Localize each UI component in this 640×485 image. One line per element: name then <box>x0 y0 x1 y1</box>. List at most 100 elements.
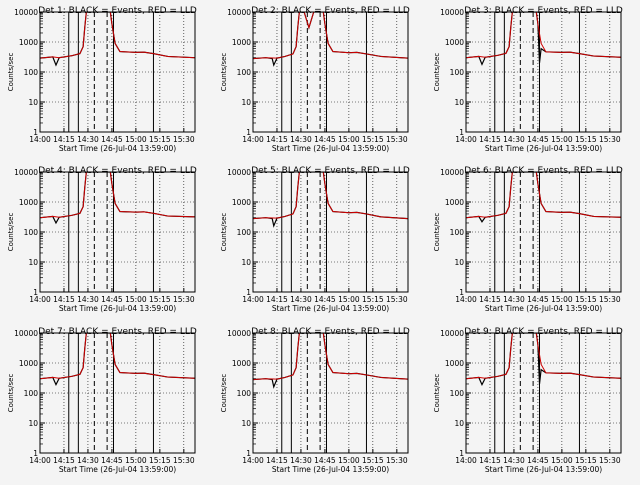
x-tick-label: 15:00 <box>125 456 147 465</box>
y-axis-label: Counts/sec <box>220 374 228 413</box>
x-tick-label: 14:30 <box>290 456 312 465</box>
y-tick-label: 100 <box>450 389 465 398</box>
y-axis-label: Counts/sec <box>433 374 441 413</box>
x-tick-label: 15:15 <box>575 456 597 465</box>
y-tick-label: 1000 <box>19 359 38 368</box>
panel-title: Det 8: BLACK = Events, RED = LLD <box>251 327 410 337</box>
x-axis-label: Start Time (26-Jul-04 13:59:00) <box>59 144 176 153</box>
x-tick-label: 15:00 <box>338 295 360 304</box>
series-group <box>466 12 621 66</box>
x-tick-label: 15:00 <box>338 135 360 144</box>
y-tick-label: 100 <box>237 228 252 237</box>
series-lld-line <box>40 333 195 380</box>
x-tick-label: 15:15 <box>362 135 384 144</box>
y-axis-label: Counts/sec <box>7 374 15 413</box>
plot-frame <box>465 171 622 293</box>
series-group <box>253 333 408 389</box>
y-tick-label: 10000 <box>227 168 251 177</box>
panel-title: Det 5: BLACK = Events, RED = LLD <box>251 166 410 176</box>
y-tick-label: 1 <box>246 288 251 297</box>
series-lld-line <box>466 333 621 380</box>
x-tick-label: 14:15 <box>479 456 501 465</box>
y-tick-label: 10 <box>28 419 38 428</box>
x-axis-label: Start Time (26-Jul-04 13:59:00) <box>485 144 602 153</box>
x-tick-label: 14:30 <box>77 135 99 144</box>
y-axis-label: Counts/sec <box>433 53 441 92</box>
series-lld-line <box>466 172 621 219</box>
y-tick-label: 100 <box>24 389 39 398</box>
x-tick-label: 15:15 <box>575 135 597 144</box>
x-tick-label: 14:00 <box>242 135 264 144</box>
x-tick-label: 15:15 <box>362 456 384 465</box>
series-lld-line <box>40 12 195 59</box>
y-tick-label: 1 <box>246 449 251 458</box>
y-tick-label: 1000 <box>19 38 38 47</box>
x-axis-label: Start Time (26-Jul-04 13:59:00) <box>272 144 389 153</box>
y-tick-label: 10000 <box>440 168 464 177</box>
x-tick-label: 15:00 <box>338 456 360 465</box>
x-tick-label: 14:30 <box>77 295 99 304</box>
x-tick-label: 15:30 <box>173 135 195 144</box>
series-events-line <box>40 172 195 225</box>
event-markers <box>494 12 580 132</box>
y-tick-label: 100 <box>24 228 39 237</box>
y-axis-label: Counts/sec <box>433 213 441 252</box>
series-lld-line <box>253 333 408 381</box>
x-tick-label: 14:15 <box>479 295 501 304</box>
series-lld-line <box>40 172 195 219</box>
x-tick-label: 15:15 <box>149 295 171 304</box>
series-group <box>40 172 195 225</box>
plot-frame <box>39 171 196 293</box>
y-tick-label: 10000 <box>227 8 251 17</box>
x-tick-label: 14:00 <box>242 456 264 465</box>
x-tick-label: 15:00 <box>551 456 573 465</box>
event-markers <box>494 172 580 292</box>
y-tick-label: 1 <box>33 449 38 458</box>
panel-title: Det 4: BLACK = Events, RED = LLD <box>38 166 197 176</box>
x-tick-label: 14:00 <box>242 295 264 304</box>
event-markers <box>281 12 367 132</box>
series-events-line <box>466 172 621 223</box>
plot-frame <box>252 171 409 293</box>
x-tick-label: 14:45 <box>527 295 549 304</box>
panel-det-1: 14:00 14:15 14:30 14:45 15:00 15:15 15:30 1 10 10… <box>7 6 197 153</box>
series-group <box>253 12 408 67</box>
x-tick-label: 14:00 <box>29 295 51 304</box>
plot-frame <box>39 11 196 133</box>
x-tick-label: 15:15 <box>575 295 597 304</box>
y-tick-label: 10000 <box>440 8 464 17</box>
y-tick-label: 10 <box>241 419 251 428</box>
x-tick-label: 15:15 <box>149 135 171 144</box>
panel-title: Det 6: BLACK = Events, RED = LLD <box>464 166 623 176</box>
panel-title: Det 7: BLACK = Events, RED = LLD <box>38 327 197 337</box>
x-axis-label: Start Time (26-Jul-04 13:59:00) <box>272 304 389 313</box>
series-group <box>253 172 408 228</box>
y-tick-label: 1000 <box>232 359 251 368</box>
x-tick-label: 15:00 <box>125 135 147 144</box>
y-tick-label: 10000 <box>227 329 251 338</box>
x-tick-label: 14:15 <box>53 135 75 144</box>
y-tick-label: 1000 <box>445 198 464 207</box>
panel-title: Det 3: BLACK = Events, RED = LLD <box>464 6 623 16</box>
x-tick-label: 15:15 <box>362 295 384 304</box>
series-group <box>466 333 621 387</box>
y-tick-label: 1 <box>33 288 38 297</box>
y-tick-label: 1 <box>459 449 464 458</box>
panel-det-9: 14:00 14:15 14:30 14:45 15:00 15:15 15:30 1 10 10… <box>433 327 623 474</box>
panel-det-6: 14:00 14:15 14:30 14:45 15:00 15:15 15:30 1 10 10… <box>433 166 623 313</box>
x-tick-label: 15:00 <box>551 295 573 304</box>
y-tick-label: 100 <box>237 389 252 398</box>
y-tick-label: 1000 <box>232 198 251 207</box>
x-tick-label: 14:00 <box>455 456 477 465</box>
x-axis-label: Start Time (26-Jul-04 13:59:00) <box>59 465 176 474</box>
x-tick-label: 15:30 <box>386 135 408 144</box>
event-markers <box>281 333 367 453</box>
x-tick-label: 14:30 <box>290 135 312 144</box>
y-tick-label: 100 <box>24 68 39 77</box>
series-lld-line <box>253 12 408 60</box>
y-axis-label: Counts/sec <box>7 213 15 252</box>
panel-det-5: 14:00 14:15 14:30 14:45 15:00 15:15 15:30 1 10 10… <box>220 166 410 313</box>
x-tick-label: 14:30 <box>290 295 312 304</box>
plot-frame <box>465 11 622 133</box>
x-tick-label: 15:30 <box>386 295 408 304</box>
